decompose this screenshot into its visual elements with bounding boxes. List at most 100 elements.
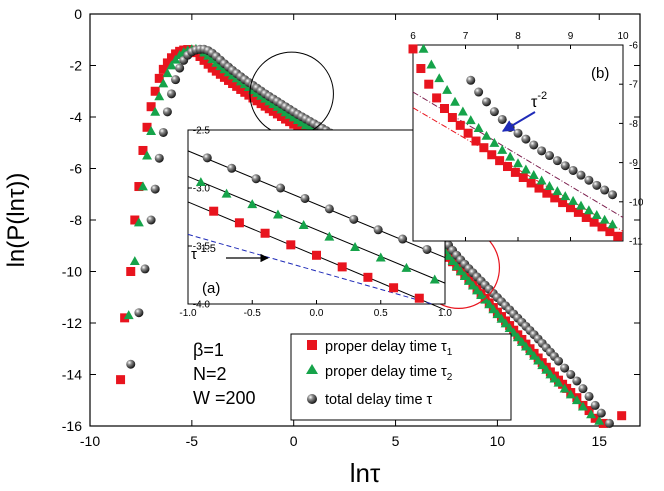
main-marker-total	[158, 127, 168, 137]
inset-b-marker-tau1	[487, 150, 497, 160]
inset-b-marker-tau2	[560, 191, 571, 201]
inset-a-marker-total	[398, 234, 408, 244]
inset-b-marker-total	[529, 140, 539, 150]
main-marker-tau1	[590, 413, 600, 423]
main-marker-total	[162, 107, 172, 117]
inset-b-marker-tau1	[447, 113, 457, 123]
main-marker-tau1	[130, 215, 140, 225]
inset-b-marker-total	[568, 165, 578, 175]
main-marker-tau2	[594, 415, 605, 425]
main-x-tick-label: 0	[290, 433, 298, 449]
main-marker-tau2	[476, 290, 487, 300]
main-marker-total	[572, 376, 582, 386]
inset-a-x-tick-label: 0.5	[374, 308, 388, 319]
inset-a-marker-total	[373, 225, 383, 235]
main-marker-tau2	[488, 304, 499, 314]
inset-b-marker-tau2	[544, 180, 555, 190]
legend-swatch-tau2	[306, 364, 318, 374]
inset-b: 6 7 8 9 10 -6 -7 -8 -9 -10 -11 (b) τ-2	[408, 31, 644, 248]
main-y-tick-label: -8	[70, 212, 83, 228]
inset-b-marker-tau1	[495, 156, 505, 166]
param-beta: β=1	[193, 340, 224, 360]
main-marker-tau2	[170, 54, 181, 64]
main-y-tick-label: 0	[74, 6, 82, 22]
main-marker-tau2	[496, 313, 507, 323]
inset-a-marker-tau2	[401, 262, 412, 272]
main-y-axis-label: ln(P(lnτ))	[3, 173, 30, 268]
inset-b-y-tick-label: -9	[629, 158, 638, 169]
inset-b-marker-tau1	[566, 203, 575, 213]
inset-b-marker-total	[489, 107, 499, 117]
inset-b-marker-tau2	[520, 164, 531, 174]
main-x-tick-label: 10	[490, 433, 506, 449]
main-marker-tau2	[537, 360, 548, 370]
main-marker-tau2	[463, 275, 474, 285]
inset-a-markers	[195, 153, 440, 303]
main-marker-tau2	[146, 126, 157, 136]
main-y-axis: 0 -2 -4 -6 -8 -10 -12 -14 -16	[62, 6, 640, 434]
inset-a-panel-label: (a)	[202, 280, 220, 297]
main-marker-tau2	[500, 318, 511, 328]
inset-a-marker-tau2	[350, 242, 360, 252]
inset-a-marker-total	[300, 193, 310, 203]
inset-b-x-tick-label: 7	[463, 31, 469, 42]
main-marker-tau1	[162, 58, 172, 68]
main-marker-total	[126, 359, 136, 369]
main-marker-tau2	[455, 266, 466, 276]
inset-b-y-tick-label: -10	[629, 197, 644, 208]
inset-b-x-tick-label: 10	[617, 31, 629, 42]
inset-b-y-tick-label: -8	[629, 119, 638, 130]
main-marker-tau2	[138, 181, 148, 191]
main-marker-tau2	[525, 346, 535, 356]
main-marker-tau2	[459, 271, 470, 280]
inset-b-marker-tau1	[558, 198, 568, 208]
main-marker-total	[560, 363, 570, 373]
main-y-tick-label: -16	[62, 418, 82, 434]
inset-b-marker-tau1	[613, 231, 623, 241]
inset-b-marker-tau1	[510, 167, 520, 177]
inset-b-y-tick-label: -11	[629, 237, 643, 248]
main-marker-tau2	[586, 409, 597, 419]
inset-b-marker-tau1	[589, 217, 599, 227]
main-marker-tau2	[158, 78, 169, 88]
inset-a-tau-annotation: τ-1.5	[191, 243, 216, 263]
inset-b-marker-total	[608, 190, 617, 200]
main-marker-total	[175, 63, 185, 73]
main-marker-total	[554, 356, 564, 366]
inset-b-marker-tau1	[455, 120, 465, 130]
inset-b-marker-tau1	[534, 183, 544, 193]
main-marker-total	[150, 184, 160, 194]
main-marker-tau2	[154, 91, 165, 101]
legend: proper delay time τ1 proper delay time τ…	[290, 333, 512, 421]
main-marker-tau2	[504, 323, 515, 332]
inset-a-marker-tau1	[414, 293, 424, 303]
main-marker-tau2	[545, 369, 556, 379]
main-marker-tau1	[138, 145, 148, 155]
inset-a-x-axis: -1.0 -0.5 0.0 0.5 1.0	[179, 300, 452, 319]
inset-a-fit-line-tau2	[187, 175, 446, 284]
legend-swatch-tau1	[307, 340, 317, 350]
inset-a-marker-tau2	[375, 252, 386, 262]
inset-b-marker-tau2	[513, 158, 523, 168]
inset-a-marker-tau1	[209, 206, 219, 216]
inset-a-marker-tau1	[234, 218, 244, 228]
inset-a-marker-total	[324, 204, 334, 214]
inset-a-marker-tau1	[337, 262, 347, 272]
param-n: N=2	[193, 364, 227, 384]
main-marker-tau1	[116, 375, 126, 385]
inset-b-marker-tau1	[503, 162, 512, 172]
inset-b-panel-label: (b)	[591, 65, 609, 82]
inset-b-marker-tau2	[607, 219, 618, 229]
inset-a-marker-tau2	[221, 188, 232, 198]
inset-b-marker-tau1	[573, 207, 583, 217]
main-marker-tau2	[512, 332, 523, 342]
main-y-tick-label: -10	[62, 263, 82, 279]
inset-b-marker-total	[513, 128, 523, 138]
inset-b-marker-tau2	[465, 115, 476, 125]
inset-b-marker-tau1	[471, 136, 481, 146]
main-marker-tau1	[146, 102, 156, 112]
inset-b-x-tick-label: 8	[515, 31, 521, 42]
inset-b-marker-tau1	[526, 178, 536, 188]
inset-b-marker-tau1	[416, 64, 426, 74]
main-marker-total	[566, 370, 576, 379]
